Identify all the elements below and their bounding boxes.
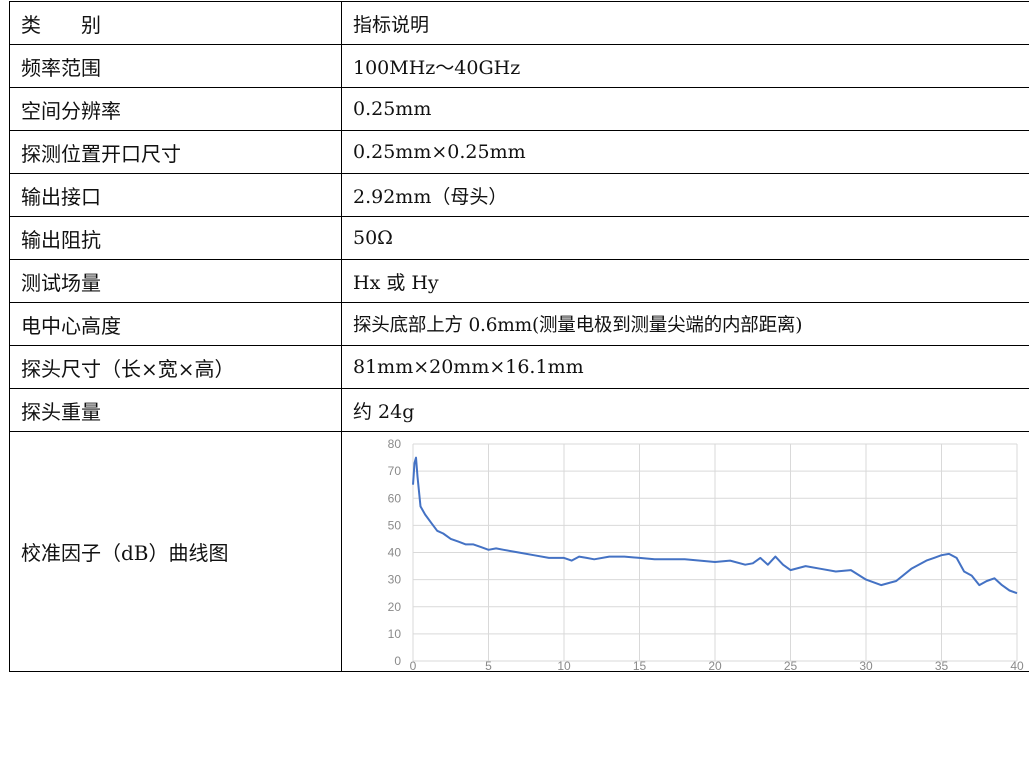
table-row: 输出接口 2.92mm（母头）	[9, 173, 1029, 217]
table-row: 测试场量 Hx 或 Hy	[9, 259, 1029, 303]
x-tick-label: 5	[485, 659, 492, 671]
y-tick-label: 60	[388, 491, 402, 505]
row-value: 0.25mm×0.25mm	[341, 130, 1029, 174]
row-value: 50Ω	[341, 216, 1029, 260]
row-value: 2.92mm（母头）	[341, 173, 1029, 217]
table-row: 探测位置开口尺寸 0.25mm×0.25mm	[9, 130, 1029, 174]
table-header-row: 类 别 指标说明	[9, 1, 1029, 45]
x-tick-label: 20	[708, 659, 722, 671]
x-tick-label: 0	[410, 659, 417, 671]
y-tick-label: 50	[388, 518, 402, 532]
row-label: 探头尺寸（长×宽×高）	[9, 345, 342, 389]
chart-row-label: 校准因子（dB）曲线图	[9, 431, 342, 672]
x-tick-label: 25	[784, 659, 798, 671]
x-tick-label: 30	[859, 659, 873, 671]
row-value: 0.25mm	[341, 87, 1029, 131]
row-label: 空间分辨率	[9, 87, 342, 131]
table-row: 探头重量 约 24g	[9, 388, 1029, 432]
x-axis-ticks: 0 5 10 15 20 25 30 35 40	[410, 659, 1024, 671]
header-category: 类 别	[9, 1, 342, 45]
row-value: 81mm×20mm×16.1mm	[341, 345, 1029, 389]
x-tick-label: 10	[557, 659, 571, 671]
y-tick-label: 20	[388, 599, 402, 613]
table-row: 探头尺寸（长×宽×高） 81mm×20mm×16.1mm	[9, 345, 1029, 389]
y-tick-label: 30	[388, 572, 402, 586]
row-label: 电中心高度	[9, 302, 342, 346]
x-tick-label: 35	[935, 659, 949, 671]
row-label: 频率范围	[9, 44, 342, 88]
calibration-factor-chart: 0 10 20 30 40 50 60 70 80 0 5 10 15 20 25 30 35 40	[388, 437, 1024, 671]
row-label: 输出接口	[9, 173, 342, 217]
header-description: 指标说明	[341, 1, 1029, 45]
table-row: 频率范围 100MHz～40GHz	[9, 44, 1029, 88]
y-tick-label: 80	[388, 437, 402, 451]
x-tick-label: 15	[633, 659, 647, 671]
chart-grid	[412, 443, 1018, 661]
table-row: 空间分辨率 0.25mm	[9, 87, 1029, 131]
chart-series	[412, 456, 1018, 594]
row-value: Hx 或 Hy	[341, 259, 1029, 303]
row-value: 探头底部上方 0.6mm(测量电极到测量尖端的内部距离)	[341, 302, 1029, 346]
row-value: 约 24g	[341, 388, 1029, 432]
y-axis-ticks: 0 10 20 30 40 50 60 70 80	[388, 437, 402, 668]
table-row: 输出阻抗 50Ω	[9, 216, 1029, 260]
y-tick-label: 10	[388, 626, 402, 640]
row-label: 探测位置开口尺寸	[9, 130, 342, 174]
chart-cell: 0 10 20 30 40 50 60 70 80 0 5 10 15 20 25 30 35 40	[341, 431, 1029, 672]
x-tick-label: 40	[1010, 659, 1024, 671]
y-tick-label: 70	[388, 464, 402, 478]
table-row: 电中心高度 探头底部上方 0.6mm(测量电极到测量尖端的内部距离)	[9, 302, 1029, 346]
chart-row: 校准因子（dB）曲线图 0 10 20 30 40 50 60 70 80 0 5 10 15 20 25…	[9, 431, 1029, 672]
y-tick-label: 40	[388, 545, 402, 559]
spec-table-wrapper: 类 别 指标说明 频率范围 100MHz～40GHz 空间分辨率 0.25mm …	[9, 1, 1029, 672]
row-label: 测试场量	[9, 259, 342, 303]
series-line-0	[412, 456, 1018, 594]
spec-table: 类 别 指标说明 频率范围 100MHz～40GHz 空间分辨率 0.25mm …	[9, 1, 1029, 672]
row-label: 输出阻抗	[9, 216, 342, 260]
row-label: 探头重量	[9, 388, 342, 432]
y-tick-label: 0	[394, 654, 401, 668]
row-value: 100MHz～40GHz	[341, 44, 1029, 88]
